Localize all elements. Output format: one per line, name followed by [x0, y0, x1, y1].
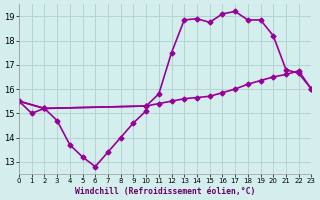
X-axis label: Windchill (Refroidissement éolien,°C): Windchill (Refroidissement éolien,°C) — [75, 187, 255, 196]
